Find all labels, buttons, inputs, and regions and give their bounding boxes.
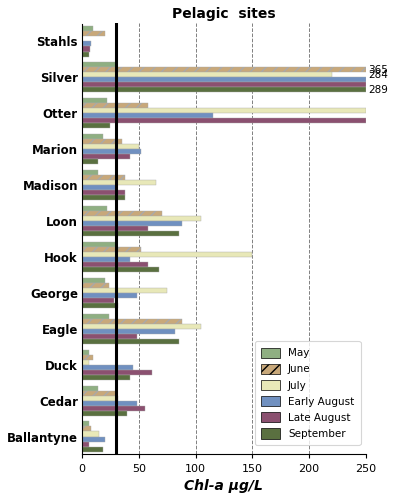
- Bar: [82, 410, 128, 416]
- Bar: [82, 190, 125, 195]
- Bar: [82, 149, 141, 154]
- Bar: [82, 422, 89, 426]
- Text: 289: 289: [368, 85, 388, 95]
- Bar: [82, 329, 175, 334]
- Bar: [82, 396, 118, 400]
- Bar: [82, 170, 98, 175]
- Bar: [82, 211, 162, 216]
- X-axis label: Chl-a μg/L: Chl-a μg/L: [184, 479, 263, 493]
- Bar: [82, 154, 130, 160]
- Bar: [82, 160, 98, 164]
- Bar: [82, 68, 366, 72]
- Bar: [82, 124, 111, 128]
- Bar: [82, 364, 133, 370]
- Bar: [82, 303, 118, 308]
- Bar: [82, 26, 94, 32]
- Bar: [82, 195, 125, 200]
- Bar: [82, 314, 109, 318]
- Bar: [82, 108, 366, 114]
- Bar: [82, 390, 116, 396]
- Bar: [82, 374, 130, 380]
- Bar: [82, 139, 122, 144]
- Legend: May, June, July, Early August, Late August, September: May, June, July, Early August, Late Augu…: [255, 342, 361, 445]
- Bar: [82, 72, 332, 78]
- Bar: [82, 52, 89, 57]
- Bar: [82, 436, 105, 442]
- Bar: [82, 278, 105, 283]
- Text: 284: 284: [368, 70, 388, 80]
- Bar: [82, 318, 182, 324]
- Bar: [82, 267, 159, 272]
- Bar: [82, 283, 109, 288]
- Bar: [82, 82, 366, 87]
- Bar: [82, 134, 103, 139]
- Bar: [82, 360, 89, 364]
- Bar: [82, 114, 213, 118]
- Bar: [82, 386, 98, 390]
- Bar: [82, 298, 114, 303]
- Bar: [82, 339, 179, 344]
- Bar: [82, 293, 137, 298]
- Bar: [82, 103, 148, 108]
- Bar: [82, 442, 89, 446]
- Bar: [82, 252, 252, 257]
- Text: 365: 365: [368, 65, 388, 75]
- Bar: [82, 42, 91, 46]
- Bar: [82, 426, 91, 432]
- Bar: [82, 32, 105, 36]
- Bar: [82, 78, 366, 82]
- Bar: [82, 185, 116, 190]
- Bar: [82, 262, 148, 267]
- Bar: [82, 406, 145, 410]
- Bar: [82, 206, 107, 211]
- Bar: [82, 226, 148, 231]
- Bar: [82, 370, 152, 374]
- Bar: [82, 180, 156, 185]
- Bar: [82, 400, 137, 406]
- Bar: [82, 144, 139, 149]
- Bar: [82, 98, 107, 103]
- Bar: [82, 247, 141, 252]
- Bar: [82, 231, 179, 236]
- Bar: [82, 334, 137, 339]
- Bar: [82, 118, 366, 124]
- Bar: [82, 62, 116, 68]
- Bar: [82, 216, 201, 221]
- Bar: [82, 46, 90, 52]
- Bar: [82, 432, 99, 436]
- Bar: [82, 242, 116, 247]
- Title: Pelagic  sites: Pelagic sites: [172, 7, 276, 21]
- Bar: [82, 88, 366, 92]
- Bar: [82, 175, 125, 180]
- Bar: [82, 354, 94, 360]
- Bar: [82, 288, 167, 293]
- Bar: [82, 221, 182, 226]
- Bar: [82, 324, 201, 329]
- Bar: [82, 257, 130, 262]
- Bar: [82, 350, 89, 354]
- Bar: [82, 446, 103, 452]
